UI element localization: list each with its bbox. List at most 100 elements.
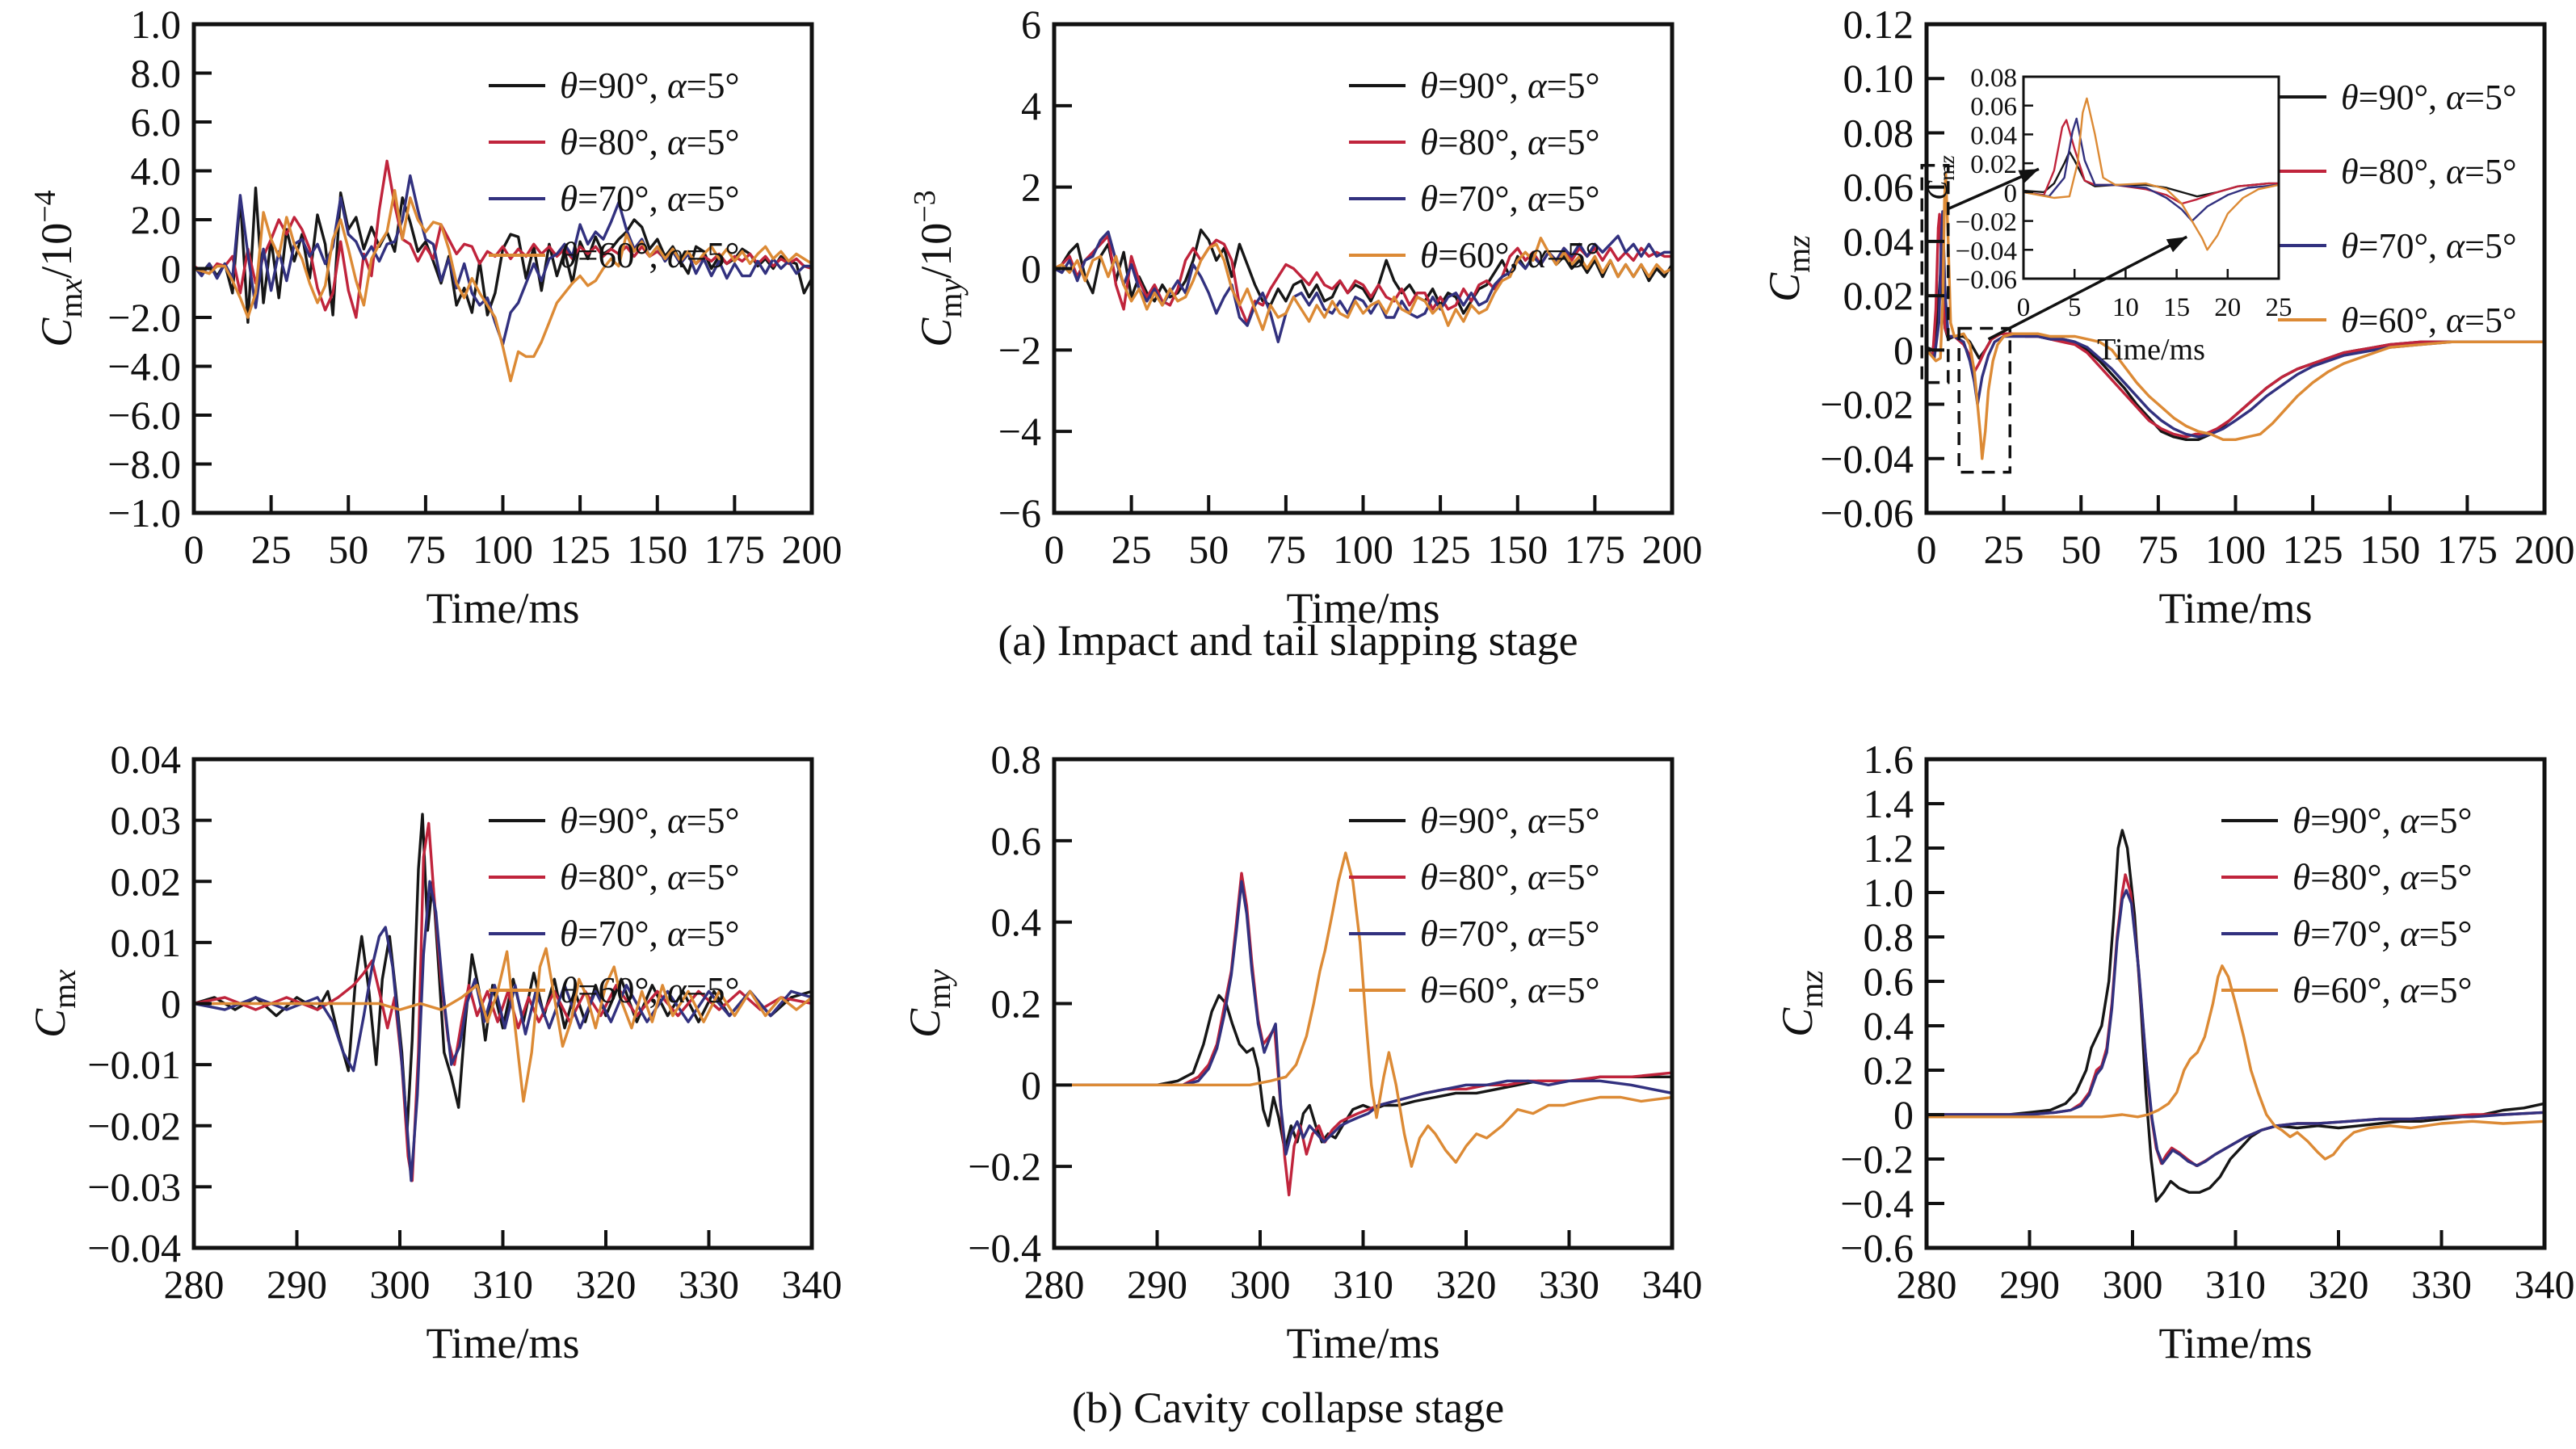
tick-label: 6: [1021, 2, 1041, 47]
x-axis-label: Time/ms: [2158, 584, 2312, 632]
tick-label: 300: [1230, 1262, 1291, 1307]
legend-item-theta80: θ=80°, α=5°: [1349, 857, 1599, 897]
tick-label: 100: [2205, 527, 2266, 572]
legend-label: θ=80°, α=5°: [2341, 152, 2517, 191]
tick-label: 320: [576, 1262, 637, 1307]
zoom-region-box: [1957, 326, 2012, 474]
tick-label: 0: [1917, 527, 1937, 572]
y-axis-label: Cmy: [901, 969, 957, 1038]
tick-label: −0.03: [87, 1164, 181, 1209]
arrowhead-icon: [2166, 237, 2187, 253]
chart-panel-a-cmy: 0 25 50 75 100 125 150 175 200 6 4 2 0 −2 −4 −6 Time/ms C…: [908, 2, 1703, 632]
series-group: [1054, 851, 1672, 1197]
series-line-theta90: [194, 813, 812, 1133]
tick-label: −0.6: [1840, 1225, 1914, 1270]
tick-label: 0.01: [111, 920, 182, 965]
series-line-theta80: [194, 159, 812, 319]
tick-label: −4: [998, 409, 1041, 454]
x-axis-label: Time/ms: [426, 1319, 579, 1367]
tick-label: 25: [1984, 527, 2024, 572]
series-line-theta60: [1927, 172, 2544, 460]
legend-item-theta70: θ=70°, α=5°: [489, 178, 739, 219]
legend-label: θ=70°, α=5°: [560, 178, 739, 219]
arrowhead-icon: [2018, 169, 2039, 184]
tick-label: 300: [2103, 1262, 2163, 1307]
tick-label: 175: [2437, 527, 2498, 572]
tick-label: 6.0: [131, 99, 182, 145]
legend-item-theta70: θ=70°, α=5°: [2221, 914, 2472, 954]
tick-label: 50: [328, 527, 368, 572]
caption-stage-b: (b) Cavity collapse stage: [1071, 1384, 1505, 1432]
chart-panel-b-cmx: 280 290 300 310 320 330 340 0.04 0.03 0.02 0.01 0 −0…: [26, 737, 843, 1367]
legend-item-theta90: θ=90°, α=5°: [489, 800, 739, 841]
legend-item-theta90: θ=90°, α=5°: [489, 65, 739, 106]
legend-label: θ=90°, α=5°: [560, 800, 739, 841]
tick-label: −0.2: [1840, 1136, 1914, 1182]
series-line-theta60: [2023, 97, 2279, 251]
tick-label: −0.02: [1956, 208, 2017, 237]
legend-item-theta70: θ=70°, α=5°: [1349, 178, 1599, 219]
legend-item-theta90: θ=90°, α=5°: [2278, 78, 2517, 117]
tick-label: −2: [998, 327, 1041, 372]
tick-label: 50: [2061, 527, 2101, 572]
tick-label: 340: [2515, 1262, 2575, 1307]
tick-label: 1.2: [1864, 825, 1914, 871]
x-axis-label: Time/ms: [2097, 333, 2205, 367]
tick-label: −0.04: [1820, 436, 1914, 481]
chart-panel-a-cmx: 0 25 50 75 100 125 150 175 2001.08.06.04.02.00−2…: [28, 2, 843, 632]
legend-label: θ=60°, α=5°: [1420, 970, 1599, 1010]
tick-label: 0.08: [1843, 110, 1914, 155]
tick-label: −0.4: [968, 1225, 1041, 1270]
tick-label: 290: [267, 1262, 327, 1307]
legend-label: θ=70°, α=5°: [1420, 914, 1599, 954]
series-line-theta60: [194, 189, 812, 383]
tick-label: 125: [2283, 527, 2343, 572]
tick-label: 0: [1021, 246, 1041, 292]
series-line-theta80: [1054, 234, 1672, 326]
tick-label: 0.04: [1970, 121, 2017, 150]
tick-label: 150: [1487, 527, 1548, 572]
tick-label: 20: [2214, 293, 2241, 322]
tick-label: −0.04: [87, 1225, 181, 1270]
legend-label: θ=90°, α=5°: [1420, 800, 1599, 841]
tick-label: −0.01: [87, 1042, 181, 1087]
series-line-theta60: [1054, 237, 1672, 331]
tick-label: 2.0: [131, 197, 182, 242]
tick-label: 0.04: [1843, 219, 1914, 264]
tick-label: 0: [161, 981, 181, 1027]
legend-item-theta60: θ=60°, α=5°: [489, 235, 739, 275]
tick-label: 100: [473, 527, 533, 572]
tick-label: 330: [2411, 1262, 2472, 1307]
legend-label: θ=70°, α=5°: [1420, 178, 1599, 219]
legend-label: θ=60°, α=5°: [560, 970, 739, 1010]
tick-label: 320: [1436, 1262, 1497, 1307]
legend-item-theta90: θ=90°, α=5°: [1349, 65, 1599, 106]
tick-label: 0: [2017, 293, 2031, 322]
legend-label: θ=60°, α=5°: [2292, 970, 2472, 1010]
zoom-region-box: [1920, 164, 1950, 384]
tick-label: 150: [2360, 527, 2420, 572]
tick-label: 0.04: [111, 737, 182, 782]
tick-label: 10: [2112, 293, 2139, 322]
series-group: [1927, 829, 2544, 1203]
tick-label: 320: [2309, 1262, 2369, 1307]
tick-label: 175: [1565, 527, 1625, 572]
tick-label: 300: [370, 1262, 431, 1307]
series-line-theta70: [1054, 880, 1672, 1156]
legend-item-theta80: θ=80°, α=5°: [2278, 152, 2517, 191]
series-line-theta60: [1927, 964, 2544, 1161]
x-axis-label: Time/ms: [426, 584, 579, 632]
tick-label: 25: [251, 527, 292, 572]
tick-label: −1.0: [107, 490, 181, 536]
legend-item-theta70: θ=70°, α=5°: [2278, 226, 2517, 266]
legend-item-theta60: θ=60°, α=5°: [1349, 235, 1599, 275]
series-group: [194, 813, 812, 1182]
tick-label: 310: [2205, 1262, 2266, 1307]
series-line-theta90: [1054, 993, 1672, 1152]
tick-label: −0.02: [87, 1103, 181, 1149]
tick-label: 310: [1333, 1262, 1393, 1307]
legend: θ=90°, α=5° θ=80°, α=5° θ=70°, α=5° θ=60°, …: [489, 800, 739, 1010]
legend-label: θ=90°, α=5°: [2341, 78, 2517, 117]
tick-label: 0: [2004, 179, 2018, 208]
series-line-theta70: [1927, 888, 2544, 1167]
